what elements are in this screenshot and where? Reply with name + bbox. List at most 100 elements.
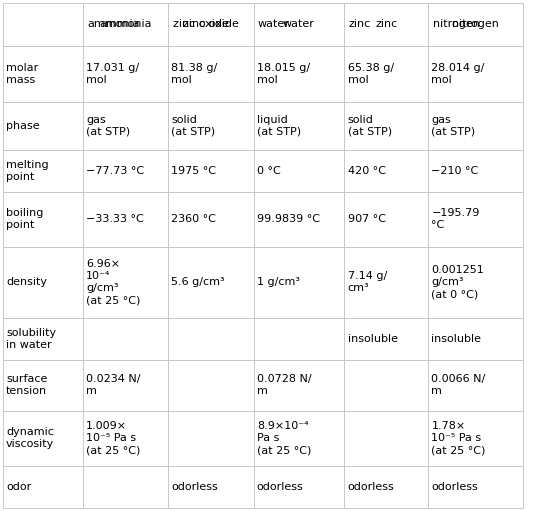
Bar xyxy=(3,246,83,318)
Text: odorless: odorless xyxy=(171,482,218,493)
Bar xyxy=(253,46,345,102)
Bar xyxy=(83,318,168,360)
Bar xyxy=(428,150,523,192)
Text: zinc: zinc xyxy=(375,19,397,29)
Bar xyxy=(168,192,253,246)
Text: 907 °C: 907 °C xyxy=(348,214,385,224)
Bar xyxy=(253,102,345,150)
Bar xyxy=(345,102,428,150)
Text: odor: odor xyxy=(6,482,31,493)
Bar xyxy=(345,318,428,360)
Bar xyxy=(345,192,428,246)
Bar xyxy=(428,411,523,467)
Bar xyxy=(168,3,253,46)
Text: nitrogen: nitrogen xyxy=(432,19,479,29)
Bar xyxy=(83,192,168,246)
Text: ammonia: ammonia xyxy=(87,19,140,29)
Text: 420 °C: 420 °C xyxy=(348,166,385,176)
Text: 0.0234 N/
m: 0.0234 N/ m xyxy=(86,374,140,396)
Text: liquid
(at STP): liquid (at STP) xyxy=(257,115,301,137)
Text: 1.78×
10⁻⁵ Pa s
(at 25 °C): 1.78× 10⁻⁵ Pa s (at 25 °C) xyxy=(431,422,486,455)
Bar xyxy=(345,246,428,318)
Bar xyxy=(428,318,523,360)
Text: 0 °C: 0 °C xyxy=(257,166,281,176)
Text: water: water xyxy=(258,19,290,29)
Text: 6.96×
10⁻⁴
g/cm³
(at 25 °C): 6.96× 10⁻⁴ g/cm³ (at 25 °C) xyxy=(86,259,140,305)
Text: molar
mass: molar mass xyxy=(6,63,38,85)
Bar xyxy=(83,360,168,411)
Text: 1.009×
10⁻⁵ Pa s
(at 25 °C): 1.009× 10⁻⁵ Pa s (at 25 °C) xyxy=(86,422,140,455)
Text: boiling
point: boiling point xyxy=(6,208,43,230)
Bar xyxy=(168,318,253,360)
Bar xyxy=(3,360,83,411)
Bar xyxy=(168,246,253,318)
Bar xyxy=(253,150,345,192)
Text: water: water xyxy=(283,19,315,29)
Bar xyxy=(253,3,345,46)
Text: 0.0066 N/
m: 0.0066 N/ m xyxy=(431,374,485,396)
Text: 0.0728 N/
m: 0.0728 N/ m xyxy=(257,374,311,396)
Text: melting
point: melting point xyxy=(6,160,49,182)
Bar xyxy=(345,46,428,102)
Bar xyxy=(83,246,168,318)
Bar xyxy=(345,3,428,46)
Bar xyxy=(428,467,523,508)
Text: surface
tension: surface tension xyxy=(6,374,48,396)
Bar xyxy=(3,3,83,46)
Bar xyxy=(168,3,253,46)
Bar xyxy=(3,102,83,150)
Text: 8.9×10⁻⁴
Pa s
(at 25 °C): 8.9×10⁻⁴ Pa s (at 25 °C) xyxy=(257,422,311,455)
Text: gas
(at STP): gas (at STP) xyxy=(431,115,476,137)
Text: −33.33 °C: −33.33 °C xyxy=(86,214,144,224)
Bar xyxy=(345,3,428,46)
Bar xyxy=(253,411,345,467)
Bar xyxy=(428,3,523,46)
Text: ammonia: ammonia xyxy=(99,19,152,29)
Bar xyxy=(168,467,253,508)
Bar xyxy=(83,46,168,102)
Text: 1975 °C: 1975 °C xyxy=(171,166,216,176)
Bar xyxy=(253,3,345,46)
Text: 65.38 g/
mol: 65.38 g/ mol xyxy=(348,63,394,85)
Text: 99.9839 °C: 99.9839 °C xyxy=(257,214,320,224)
Bar xyxy=(83,3,168,46)
Bar xyxy=(345,360,428,411)
Text: 1 g/cm³: 1 g/cm³ xyxy=(257,277,300,287)
Text: 81.38 g/
mol: 81.38 g/ mol xyxy=(171,63,218,85)
Text: insoluble: insoluble xyxy=(348,334,397,344)
Bar xyxy=(345,467,428,508)
Bar xyxy=(83,467,168,508)
Text: gas
(at STP): gas (at STP) xyxy=(86,115,130,137)
Text: −210 °C: −210 °C xyxy=(431,166,479,176)
Text: −77.73 °C: −77.73 °C xyxy=(86,166,144,176)
Bar xyxy=(428,246,523,318)
Bar xyxy=(83,3,168,46)
Bar xyxy=(168,150,253,192)
Text: nitrogen: nitrogen xyxy=(452,19,499,29)
Text: dynamic
viscosity: dynamic viscosity xyxy=(6,428,54,450)
Text: 0.001251
g/cm³
(at 0 °C): 0.001251 g/cm³ (at 0 °C) xyxy=(431,265,484,299)
Bar xyxy=(428,46,523,102)
Bar xyxy=(345,150,428,192)
Text: zinc oxide: zinc oxide xyxy=(183,19,239,29)
Text: phase: phase xyxy=(6,121,40,131)
Text: 18.015 g/
mol: 18.015 g/ mol xyxy=(257,63,310,85)
Text: solid
(at STP): solid (at STP) xyxy=(348,115,391,137)
Bar xyxy=(253,467,345,508)
Bar xyxy=(3,46,83,102)
Bar xyxy=(168,102,253,150)
Bar xyxy=(253,360,345,411)
Bar xyxy=(428,3,523,46)
Bar xyxy=(428,360,523,411)
Text: zinc oxide: zinc oxide xyxy=(173,19,228,29)
Text: solid
(at STP): solid (at STP) xyxy=(171,115,216,137)
Bar xyxy=(168,46,253,102)
Bar xyxy=(428,192,523,246)
Bar xyxy=(83,102,168,150)
Text: 17.031 g/
mol: 17.031 g/ mol xyxy=(86,63,139,85)
Bar xyxy=(168,411,253,467)
Bar xyxy=(3,150,83,192)
Text: odorless: odorless xyxy=(431,482,478,493)
Bar xyxy=(83,150,168,192)
Bar xyxy=(428,102,523,150)
